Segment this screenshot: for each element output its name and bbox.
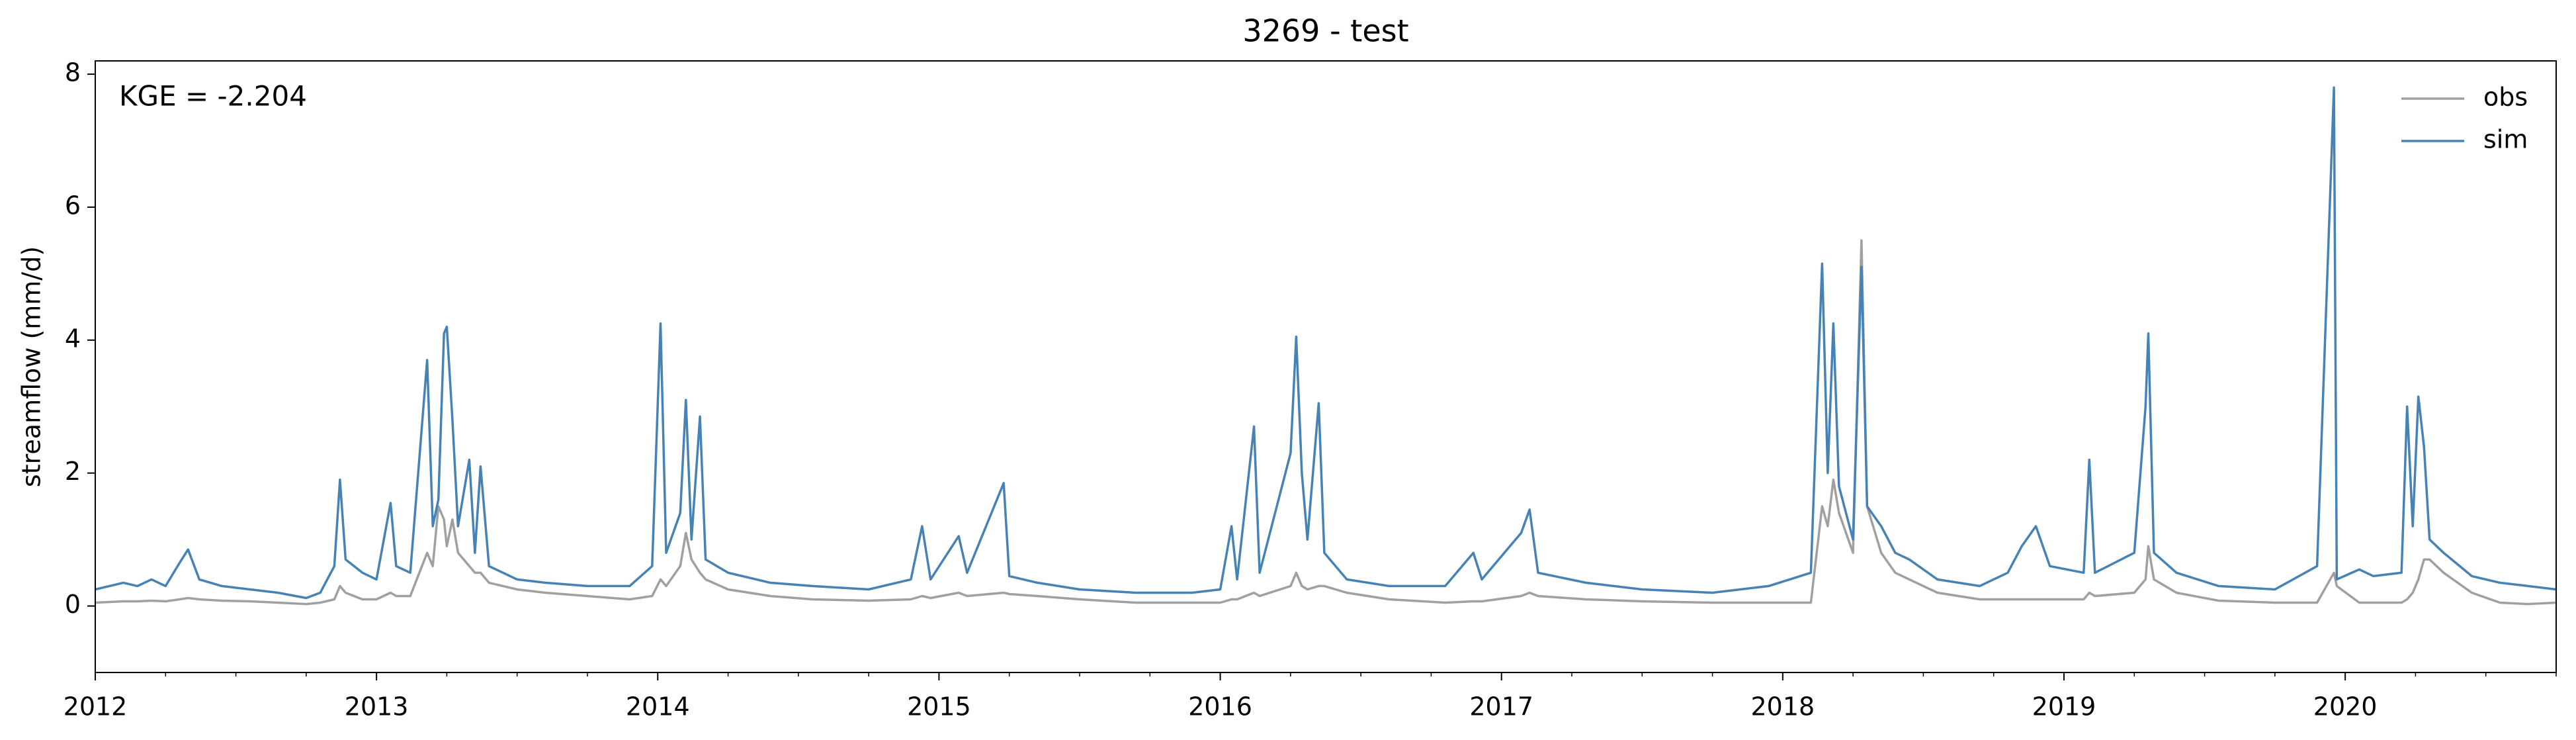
y-tick-label: 8 xyxy=(65,58,81,87)
x-tick-label: 2014 xyxy=(626,692,690,721)
series-line xyxy=(95,239,2557,606)
x-tick-label: 2016 xyxy=(1188,692,1252,721)
x-tick-label: 2015 xyxy=(907,692,971,721)
y-tick-label: 4 xyxy=(65,324,81,353)
y-tick-label: 0 xyxy=(65,590,81,619)
x-tick-label: 2018 xyxy=(1750,692,1815,721)
y-tick-label: 6 xyxy=(65,191,81,220)
annotation: KGE = -2.204 xyxy=(119,80,307,113)
y-axis-label: streamflow (mm/d) xyxy=(17,246,46,487)
series-line xyxy=(95,86,2557,600)
chart-title: 3269 - test xyxy=(1242,13,1408,49)
x-tick-label: 2020 xyxy=(2313,692,2378,721)
legend-label: obs xyxy=(2483,83,2528,112)
y-tick-label: 2 xyxy=(65,457,81,486)
legend-label: sim xyxy=(2483,125,2528,154)
x-tick-label: 2017 xyxy=(1469,692,1533,721)
x-tick-label: 2019 xyxy=(2032,692,2096,721)
x-tick-label: 2013 xyxy=(345,692,409,721)
plot-frame xyxy=(95,60,2557,673)
x-tick-label: 2012 xyxy=(64,692,128,721)
